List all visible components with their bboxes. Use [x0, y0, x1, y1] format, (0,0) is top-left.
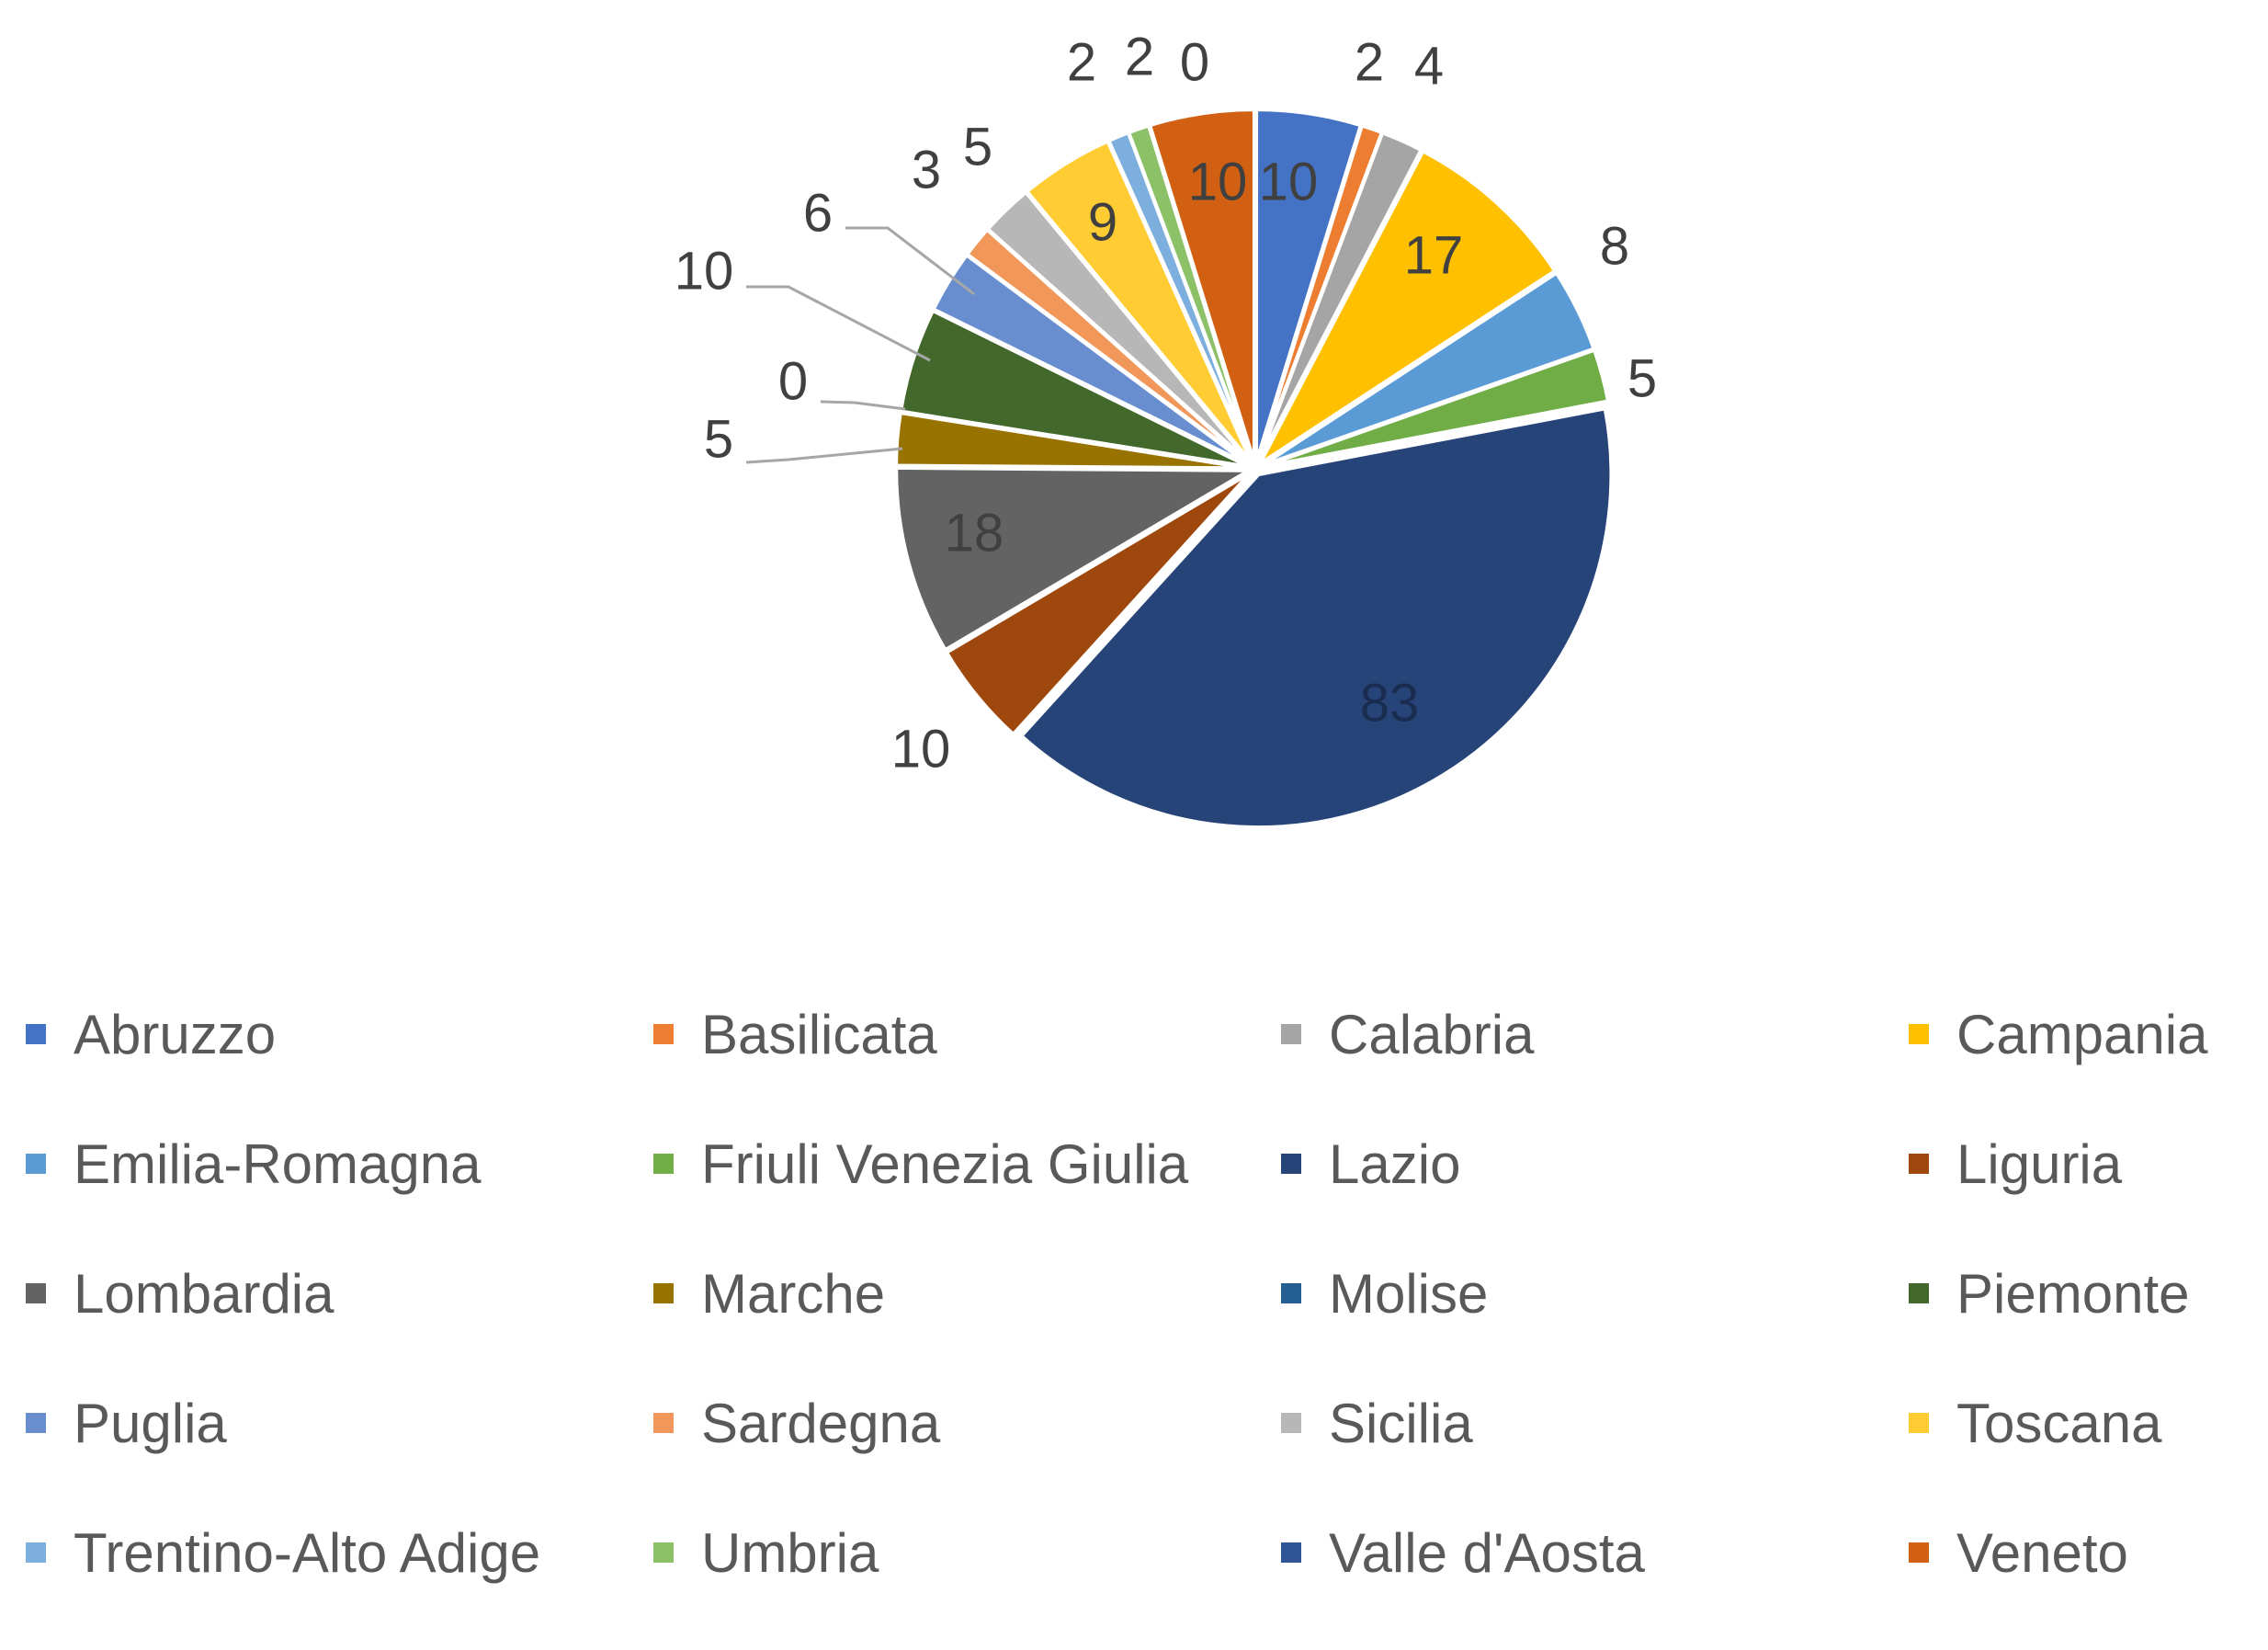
- legend-label: Molise: [1329, 1262, 1489, 1325]
- data-label-valle-d-aosta: 0: [1180, 33, 1209, 93]
- legend-label: Sardegna: [701, 1392, 941, 1454]
- legend-label: Toscana: [1956, 1392, 2162, 1454]
- data-label-marche: 5: [704, 410, 733, 470]
- data-label-calabria: 4: [1414, 37, 1444, 97]
- slice-veneto: [1147, 108, 1256, 463]
- legend-item-molise: Molise: [1281, 1261, 1909, 1326]
- leader-lines: [745, 226, 975, 464]
- legend-label: Emilia-Romagna: [74, 1132, 482, 1195]
- leader-line-piemonte: [746, 285, 931, 362]
- legend-swatch: [653, 1154, 674, 1174]
- legend-swatch: [653, 1413, 674, 1433]
- data-label-liguria: 10: [891, 720, 951, 779]
- legend-item-friuli-venezia-giulia: Friuli Venezia Giulia: [653, 1132, 1281, 1196]
- data-label-lombardia: 18: [945, 504, 1004, 563]
- legend-item-campania: Campania: [1909, 1002, 2268, 1066]
- legend-swatch: [1281, 1283, 1301, 1303]
- legend-item-puglia: Puglia: [26, 1391, 653, 1455]
- legend-label: Lazio: [1329, 1132, 1461, 1195]
- legend-swatch: [1281, 1413, 1301, 1433]
- leader-line-marche: [745, 447, 903, 464]
- slice-lombardia: [894, 465, 1256, 653]
- legend-item-sicilia: Sicilia: [1281, 1391, 1909, 1455]
- legend-swatch: [1281, 1154, 1301, 1174]
- data-label-abruzzo: 10: [1259, 153, 1319, 212]
- legend-label: Trentino-Alto Adige: [74, 1521, 541, 1584]
- legend-swatch: [26, 1024, 46, 1044]
- legend-swatch: [653, 1542, 674, 1563]
- legend-label: Marche: [701, 1262, 886, 1325]
- legend-swatch: [1909, 1413, 1929, 1433]
- legend-swatch: [653, 1024, 674, 1044]
- data-label-piemonte: 10: [675, 242, 734, 302]
- data-label-lazio: 83: [1360, 674, 1420, 734]
- data-label-friuli-venezia-giulia: 5: [1627, 349, 1657, 409]
- data-label-sardegna: 3: [912, 141, 941, 200]
- legend-swatch: [1281, 1024, 1301, 1044]
- legend-label: Puglia: [74, 1392, 227, 1454]
- legend-item-basilicata: Basilicata: [653, 1002, 1281, 1066]
- legend-label: Valle d'Aosta: [1329, 1521, 1645, 1584]
- slice-calabria: [1255, 130, 1424, 464]
- legend-label: Umbria: [701, 1521, 879, 1584]
- legend-item-veneto: Veneto: [1909, 1520, 2268, 1585]
- legend-item-emilia-romagna: Emilia-Romagna: [26, 1132, 653, 1196]
- legend-label: Calabria: [1329, 1003, 1535, 1065]
- legend-swatch: [26, 1542, 46, 1563]
- legend-label: Abruzzo: [74, 1003, 277, 1065]
- legend-swatch: [1909, 1542, 1929, 1563]
- legend-swatch: [1909, 1283, 1929, 1303]
- slice-campania: [1254, 148, 1558, 470]
- legend-item-lazio: Lazio: [1281, 1132, 1909, 1196]
- legend-item-liguria: Liguria: [1909, 1132, 2268, 1196]
- legend-item-valle-d-aosta: Valle d'Aosta: [1281, 1520, 1909, 1585]
- legend-item-calabria: Calabria: [1281, 1002, 1909, 1066]
- legend-swatch: [26, 1413, 46, 1433]
- legend-label: Lombardia: [74, 1262, 335, 1325]
- legend-item-umbria: Umbria: [653, 1520, 1281, 1585]
- pie-slices: [894, 108, 1614, 830]
- legend-item-trentino-alto-adige: Trentino-Alto Adige: [26, 1520, 653, 1585]
- data-label-trentino-alto-adige: 2: [1067, 33, 1096, 93]
- legend-item-lombardia: Lombardia: [26, 1261, 653, 1326]
- legend-item-sardegna: Sardegna: [653, 1391, 1281, 1455]
- data-label-veneto: 10: [1188, 153, 1248, 212]
- data-label-molise: 0: [778, 352, 808, 412]
- legend-label: Sicilia: [1329, 1392, 1473, 1454]
- legend-swatch: [26, 1283, 46, 1303]
- leader-line-puglia: [845, 226, 975, 296]
- legend-label: Piemonte: [1956, 1262, 2190, 1325]
- legend-item-piemonte: Piemonte: [1909, 1261, 2268, 1326]
- legend-label: Campania: [1956, 1003, 2208, 1065]
- legend-item-toscana: Toscana: [1909, 1391, 2268, 1455]
- slice-lazio: [1018, 406, 1614, 830]
- legend-item-marche: Marche: [653, 1261, 1281, 1326]
- legend-swatch: [26, 1154, 46, 1174]
- data-label-umbria: 2: [1125, 28, 1154, 87]
- data-label-toscana: 9: [1088, 193, 1117, 253]
- data-label-emilia-romagna: 8: [1600, 217, 1629, 277]
- legend-swatch: [653, 1283, 674, 1303]
- legend-swatch: [1909, 1024, 1929, 1044]
- legend-swatch: [1281, 1542, 1301, 1563]
- legend: Abruzzo Basilicata Calabria Campania Emilia-…: [26, 1002, 2250, 1650]
- data-label-basilicata: 2: [1355, 33, 1384, 93]
- legend-label: Liguria: [1956, 1132, 2123, 1195]
- legend-swatch: [1909, 1154, 1929, 1174]
- data-label-campania: 17: [1404, 226, 1464, 286]
- data-label-puglia: 6: [803, 184, 833, 244]
- data-label-sicilia: 5: [963, 118, 992, 177]
- legend-item-abruzzo: Abruzzo: [26, 1002, 653, 1066]
- slice-liguria: [944, 471, 1253, 737]
- legend-label: Basilicata: [701, 1003, 937, 1065]
- legend-label: Friuli Venezia Giulia: [701, 1132, 1189, 1195]
- slice-friuli-venezia-giulia: [1261, 347, 1611, 470]
- leader-line-molise: [820, 400, 906, 411]
- legend-label: Veneto: [1956, 1521, 2128, 1584]
